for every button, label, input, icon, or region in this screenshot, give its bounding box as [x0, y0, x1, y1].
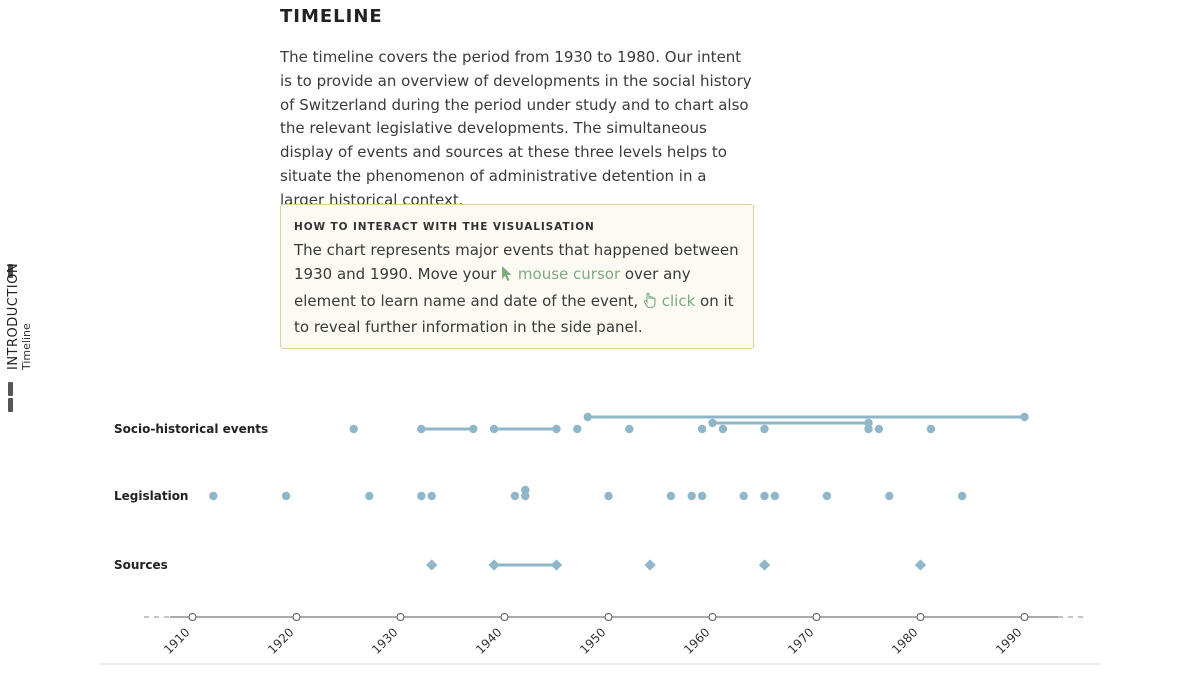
row-label: Legislation: [114, 489, 188, 503]
axis-tick-label: 1980: [889, 625, 920, 656]
row-label: Socio-historical events: [114, 422, 268, 436]
intro-paragraph: The timeline covers the period from 1930…: [280, 48, 752, 209]
axis-tick-label: 1940: [473, 625, 504, 656]
page-title: TIMELINE: [280, 6, 383, 27]
mouse-cursor-label: mouse cursor: [517, 264, 621, 283]
legislation-marker[interactable]: [427, 491, 436, 501]
event-marker[interactable]: [760, 424, 769, 434]
legislation-marker[interactable]: [822, 491, 832, 501]
help-text-part: on it to reveal further information in t…: [294, 291, 734, 337]
legislation-marker[interactable]: [760, 491, 769, 501]
help-text-part: The chart represents major events that h…: [294, 241, 739, 283]
event-range-end-marker[interactable]: [864, 418, 873, 428]
event-range-end-marker[interactable]: [583, 412, 592, 422]
event-range-end-marker[interactable]: [1020, 412, 1029, 422]
source-marker[interactable]: [426, 559, 438, 571]
legislation-marker[interactable]: [697, 491, 707, 501]
event-marker[interactable]: [349, 424, 358, 434]
event-range-end-marker[interactable]: [417, 424, 426, 434]
legislation-marker[interactable]: [957, 491, 967, 501]
event-range-end-marker[interactable]: [708, 418, 717, 428]
axis-tick-label: 1950: [577, 625, 608, 656]
legislation-marker[interactable]: [281, 491, 291, 501]
legislation-marker[interactable]: [365, 491, 374, 501]
section-marker[interactable]: [8, 264, 13, 278]
source-marker[interactable]: [758, 559, 771, 571]
section-marker[interactable]: [8, 382, 13, 396]
event-marker[interactable]: [864, 424, 873, 434]
axis-tick-label: 1990: [993, 625, 1024, 656]
legislation-marker[interactable]: [739, 491, 748, 501]
event-marker[interactable]: [874, 424, 884, 434]
section-label: INTRODUCTION: [6, 262, 21, 370]
row-label: Sources: [114, 558, 168, 572]
axis-tick: [812, 613, 821, 621]
source-range-end-marker[interactable]: [488, 559, 500, 571]
axis-tick: [292, 613, 301, 621]
legislation-marker[interactable]: [604, 491, 613, 501]
event-marker[interactable]: [697, 424, 707, 434]
axis-tick: [188, 613, 197, 621]
source-range-end-marker[interactable]: [550, 559, 563, 571]
source-marker[interactable]: [914, 559, 927, 571]
legislation-marker[interactable]: [417, 491, 426, 501]
axis-tick-label: 1930: [369, 625, 400, 656]
section-label-group[interactable]: INTRODUCTION Timeline: [6, 263, 33, 370]
legislation-marker[interactable]: [521, 485, 530, 495]
interaction-help-box: HOW TO INTERACT WITH THE VISUALISATION T…: [280, 204, 754, 349]
axis-tick: [604, 613, 613, 621]
axis-tick: [396, 613, 405, 621]
legislation-marker[interactable]: [521, 491, 530, 501]
hand-pointer-icon: [643, 292, 657, 317]
axis-tick: [1020, 613, 1029, 621]
source-marker[interactable]: [644, 559, 656, 571]
legislation-marker[interactable]: [687, 491, 696, 501]
section-marker[interactable]: [8, 398, 13, 412]
event-marker[interactable]: [718, 424, 728, 434]
help-box-text: The chart represents major events that h…: [294, 239, 740, 340]
event-range-end-marker[interactable]: [552, 424, 561, 434]
timeline-chart: 1910 1920 1930 1940 1950 1960 1970 1980 1990 Soci…: [100, 412, 1100, 665]
event-range-end-marker[interactable]: [489, 424, 499, 434]
event-range-end-marker[interactable]: [469, 424, 478, 434]
axis-tick-label: 1920: [265, 625, 296, 656]
click-label: click: [661, 291, 696, 310]
event-marker[interactable]: [625, 424, 634, 434]
mouse-cursor-icon: [501, 265, 513, 290]
axis-tick: [916, 613, 925, 621]
legislation-marker[interactable]: [209, 491, 218, 501]
subsection-label: Timeline: [20, 323, 33, 370]
legislation-marker[interactable]: [885, 491, 894, 501]
help-text-part: over any element to learn name and date …: [294, 264, 691, 310]
axis-tick-label: 1960: [681, 625, 712, 656]
legislation-marker[interactable]: [666, 491, 676, 501]
axis-tick-label: 1910: [161, 625, 192, 656]
event-marker[interactable]: [573, 424, 582, 434]
help-box-heading: HOW TO INTERACT WITH THE VISUALISATION: [294, 221, 595, 233]
legislation-marker[interactable]: [770, 491, 780, 501]
axis-tick: [708, 613, 717, 621]
section-navigation[interactable]: INTRODUCTION Timeline: [0, 260, 40, 420]
axis-tick: [500, 613, 509, 621]
axis-tick-label: 1970: [785, 625, 816, 656]
event-marker[interactable]: [926, 424, 936, 434]
legislation-marker[interactable]: [510, 491, 520, 501]
